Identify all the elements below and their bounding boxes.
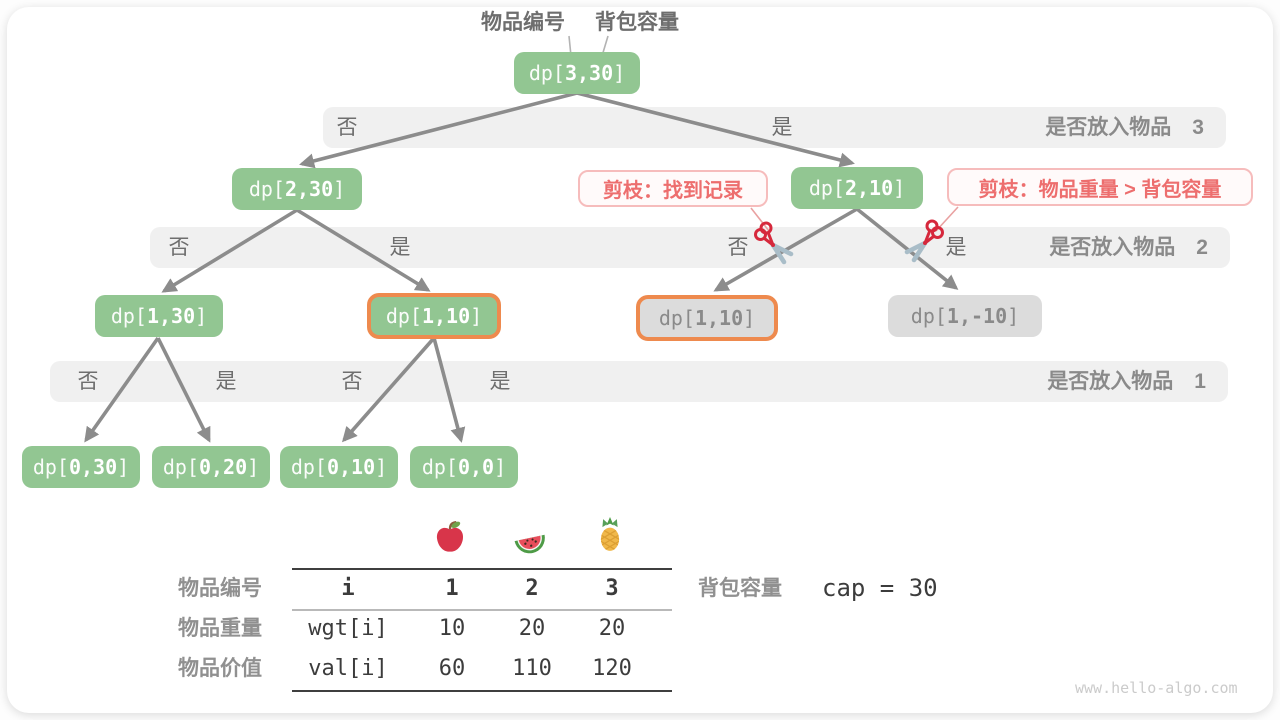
table-cell: 20 [518, 616, 546, 641]
node-num: 0,10 [326, 455, 376, 479]
node-text: dp[ [808, 176, 845, 200]
table-cell: i [341, 576, 355, 601]
band-title: 是否放入物品 3 [1045, 116, 1204, 139]
table-cell: 10 [438, 616, 466, 641]
node-text: ] [375, 455, 388, 479]
dp-node-0-30: dp[0,30] [22, 446, 140, 488]
table-cell: val[i] [308, 656, 388, 681]
node-text: ] [494, 455, 507, 479]
table-cell: 2 [525, 576, 539, 601]
dp-node-0-10: dp[0,10] [280, 446, 398, 488]
band-yes-label: 是 [771, 116, 793, 139]
node-text: dp[ [385, 304, 422, 328]
band-no-label: 否 [727, 236, 749, 259]
decision-band-item-2: 否 是 否 是 是否放入物品 2 [150, 227, 1230, 268]
table-row-label: 物品价值 [178, 657, 262, 680]
node-text: dp[ [528, 61, 565, 85]
node-num: 0,30 [68, 455, 118, 479]
table-cell: 1 [445, 576, 459, 601]
table-cell: 120 [592, 656, 632, 681]
prune-note-memo-found: 剪枝：找到记录 [578, 170, 768, 207]
capacity-value: cap = 30 [822, 574, 938, 602]
node-text: dp[ [248, 177, 285, 201]
band-yes-label: 是 [489, 370, 511, 393]
item-index-label: 物品编号 [481, 11, 565, 34]
dp-node-0-0: dp[0,0] [410, 446, 518, 488]
node-text: dp[ [658, 306, 695, 330]
table-cell: 60 [438, 656, 466, 681]
band-no-label: 否 [341, 370, 363, 393]
site-watermark: www.hello-algo.com [1075, 679, 1238, 697]
node-num: 1,-10 [946, 304, 1008, 328]
node-num: 0,0 [457, 455, 495, 479]
node-text: ] [743, 306, 756, 330]
band-yes-label: 是 [215, 370, 237, 393]
watermelon-icon [514, 534, 545, 554]
node-text: dp[ [32, 455, 69, 479]
table-cell: 3 [605, 576, 619, 601]
dp-node-2-10: dp[2,10] [791, 167, 923, 209]
node-text: ] [470, 304, 483, 328]
table-row-label: 物品编号 [178, 577, 262, 600]
node-text: dp[ [421, 455, 458, 479]
node-text: ] [247, 455, 260, 479]
dp-node-1-neg10-pruned: dp[1,-10] [888, 295, 1042, 337]
node-text: ] [1007, 304, 1020, 328]
decision-band-item-1: 否 是 否 是 是否放入物品 1 [50, 361, 1228, 402]
node-text: ] [333, 177, 346, 201]
band-no-label: 否 [168, 236, 190, 259]
table-cell: wgt[i] [308, 616, 388, 641]
node-text: dp[ [162, 455, 199, 479]
band-title: 是否放入物品 2 [1049, 236, 1208, 259]
pineapple-icon [600, 517, 620, 551]
dp-node-1-10-memo-hit: dp[1,10] [636, 295, 778, 341]
dp-node-0-20: dp[0,20] [152, 446, 270, 488]
node-text: ] [195, 304, 208, 328]
table-rule-mid [292, 609, 672, 611]
capacity-label-top: 背包容量 [595, 11, 679, 34]
apple-icon [436, 521, 464, 552]
node-text: dp[ [910, 304, 947, 328]
prune-note-over-capacity: 剪枝：物品重量 > 背包容量 [947, 168, 1253, 206]
band-yes-label: 是 [389, 236, 411, 259]
band-no-label: 否 [336, 116, 358, 139]
dp-node-2-30: dp[2,30] [232, 168, 362, 210]
dp-node-3-30: dp[3,30] [514, 52, 640, 94]
node-num: 2,30 [284, 177, 334, 201]
table-rule-bottom [292, 690, 672, 692]
node-num: 0,20 [198, 455, 248, 479]
decision-band-item-3: 否 是 是否放入物品 3 [323, 107, 1226, 148]
table-row-label: 物品重量 [178, 617, 262, 640]
table-cell: 110 [512, 656, 552, 681]
node-text: ] [117, 455, 130, 479]
band-yes-label: 是 [945, 236, 967, 259]
node-num: 2,10 [844, 176, 894, 200]
table-rule-top [292, 568, 672, 570]
band-title: 是否放入物品 1 [1047, 370, 1206, 393]
dp-node-1-10-highlighted: dp[1,10] [367, 293, 501, 339]
node-num: 3,30 [564, 61, 614, 85]
table-cell: 20 [598, 616, 626, 641]
node-num: 1,10 [694, 306, 744, 330]
node-num: 1,30 [146, 304, 196, 328]
node-text: dp[ [110, 304, 147, 328]
capacity-label: 背包容量 [698, 577, 782, 600]
dp-node-1-30: dp[1,30] [95, 295, 223, 337]
node-text: ] [893, 176, 906, 200]
node-text: ] [613, 61, 626, 85]
band-no-label: 否 [77, 370, 99, 393]
node-text: dp[ [290, 455, 327, 479]
scissors-icon [754, 221, 794, 265]
node-num: 1,10 [421, 304, 471, 328]
scissors-icon [904, 219, 944, 263]
